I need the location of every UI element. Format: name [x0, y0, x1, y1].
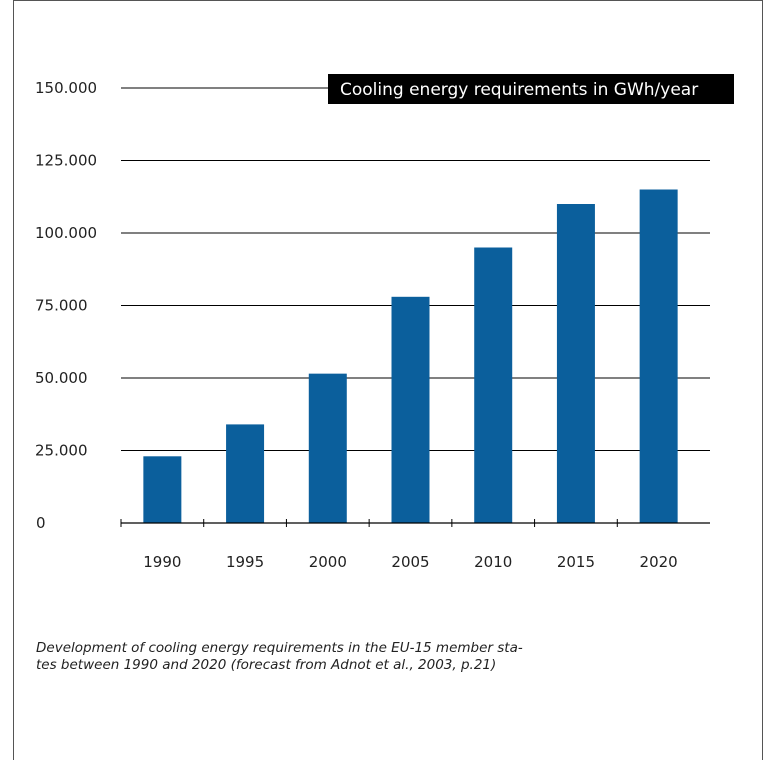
x-tick-label: 2020	[640, 553, 678, 571]
bar-chart: 0 25.000 50.000 75.000 100.000 125.000 150.000…	[35, 74, 734, 571]
x-tick-label: 2005	[391, 553, 429, 571]
bar-2000	[308, 373, 347, 523]
y-tick-label: 0	[36, 514, 46, 532]
x-tick-label: 2010	[474, 553, 512, 571]
bar-2015	[556, 204, 595, 523]
chart-title: Cooling energy requirements in GWh/year	[340, 80, 698, 100]
bar-1995	[226, 424, 265, 523]
bar-2020	[639, 189, 678, 523]
bar-2010	[474, 247, 513, 523]
y-tick-label: 25.000	[35, 442, 88, 460]
x-tick-labels: 1990 1995 2000 2005 2010 2015 2020	[143, 553, 677, 571]
x-tick-label: 2000	[309, 553, 347, 571]
chart-title-box: Cooling energy requirements in GWh/year	[328, 74, 734, 104]
bar-1990	[143, 456, 182, 523]
x-tick-label: 2015	[557, 553, 595, 571]
bar-2005	[391, 296, 430, 523]
y-tick-label: 150.000	[35, 79, 97, 97]
y-tick-labels: 0 25.000 50.000 75.000 100.000 125.000 150.000	[35, 79, 97, 532]
figure-caption: Development of cooling energy requiremen…	[36, 640, 523, 673]
x-tick-label: 1995	[226, 553, 264, 571]
figure-frame	[13, 0, 763, 760]
y-tick-label: 75.000	[35, 297, 88, 315]
y-tick-label: 100.000	[35, 224, 97, 242]
y-tick-label: 125.000	[35, 152, 97, 170]
x-tick-label: 1990	[143, 553, 181, 571]
y-tick-label: 50.000	[35, 369, 88, 387]
x-axis	[120, 519, 710, 527]
bars	[143, 189, 678, 523]
